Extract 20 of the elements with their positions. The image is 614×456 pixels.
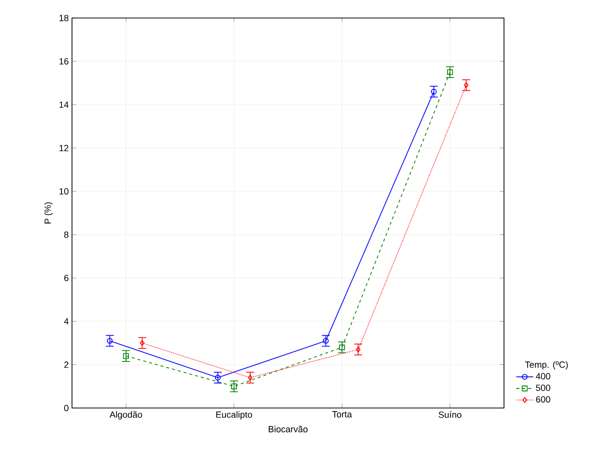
y-axis-title: P (%) — [44, 202, 53, 224]
y-tick-label: 16 — [60, 58, 68, 65]
y-tick-label: 8 — [64, 231, 68, 238]
y-tick-label: 12 — [60, 144, 68, 152]
legend-label: 400 — [536, 373, 550, 380]
y-tick-label: 10 — [60, 188, 68, 195]
y-tick-label: 0 — [64, 404, 68, 412]
x-tick-label: Algodão — [110, 411, 142, 420]
x-tick-label: Eucalipto — [216, 411, 252, 420]
legend-title: Temp. (ºC) — [525, 361, 568, 370]
y-tick-label: 18 — [60, 14, 68, 22]
x-axis-title: Biocarvão — [268, 426, 308, 432]
y-tick-label: 14 — [60, 102, 69, 108]
y-tick-label: 6 — [64, 274, 68, 282]
x-tick-label: Suíno — [438, 411, 462, 418]
x-tick-label: Torta — [332, 411, 352, 418]
legend-label: 500 — [536, 384, 550, 391]
legend-label: 600 — [536, 396, 550, 403]
y-tick-label: 4 — [64, 318, 69, 324]
y-tick-label: 2 — [64, 362, 68, 368]
